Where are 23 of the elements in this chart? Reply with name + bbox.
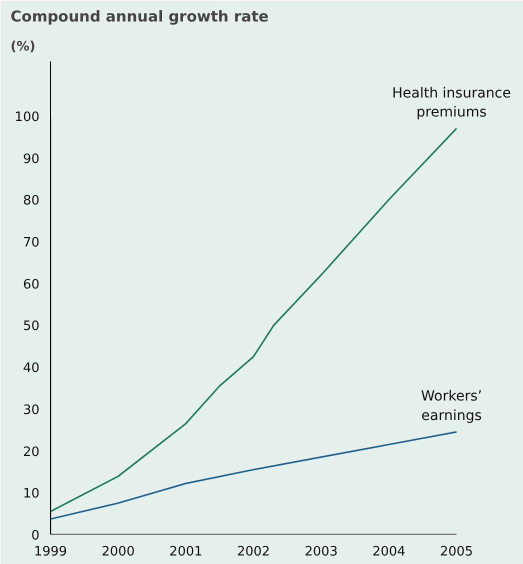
y-tick-label: 20: [22, 444, 40, 460]
x-tick-label: 2003: [304, 544, 338, 560]
y-tick-label: 100: [14, 110, 40, 125]
x-tick-label: 2002: [236, 544, 270, 560]
y-tick-label: 50: [22, 319, 40, 334]
y-axis-title: (%): [10, 40, 36, 54]
line-series: [50, 431, 458, 520]
x-tick-label: 2000: [102, 544, 135, 560]
y-tick-label: 30: [22, 402, 40, 418]
x-tick-label: 1999: [34, 544, 68, 560]
y-tick-label: 10: [22, 486, 40, 502]
x-tick-label: 2005: [440, 544, 474, 560]
series-label: Workers’ earnings: [421, 388, 482, 424]
x-tick-label: 2004: [372, 544, 406, 560]
x-tick-label: 2001: [169, 544, 202, 560]
y-tick-label: 70: [22, 235, 40, 250]
y-tick-label: 80: [22, 194, 40, 209]
y-tick-label: 0: [31, 528, 40, 544]
chart-title: Compound annual growth rate: [10, 8, 269, 26]
y-tick-label: 90: [22, 152, 40, 167]
series-label: Health insurance premiums: [392, 85, 511, 120]
y-tick-label: 40: [22, 361, 40, 376]
y-tick-label: 60: [22, 277, 40, 292]
